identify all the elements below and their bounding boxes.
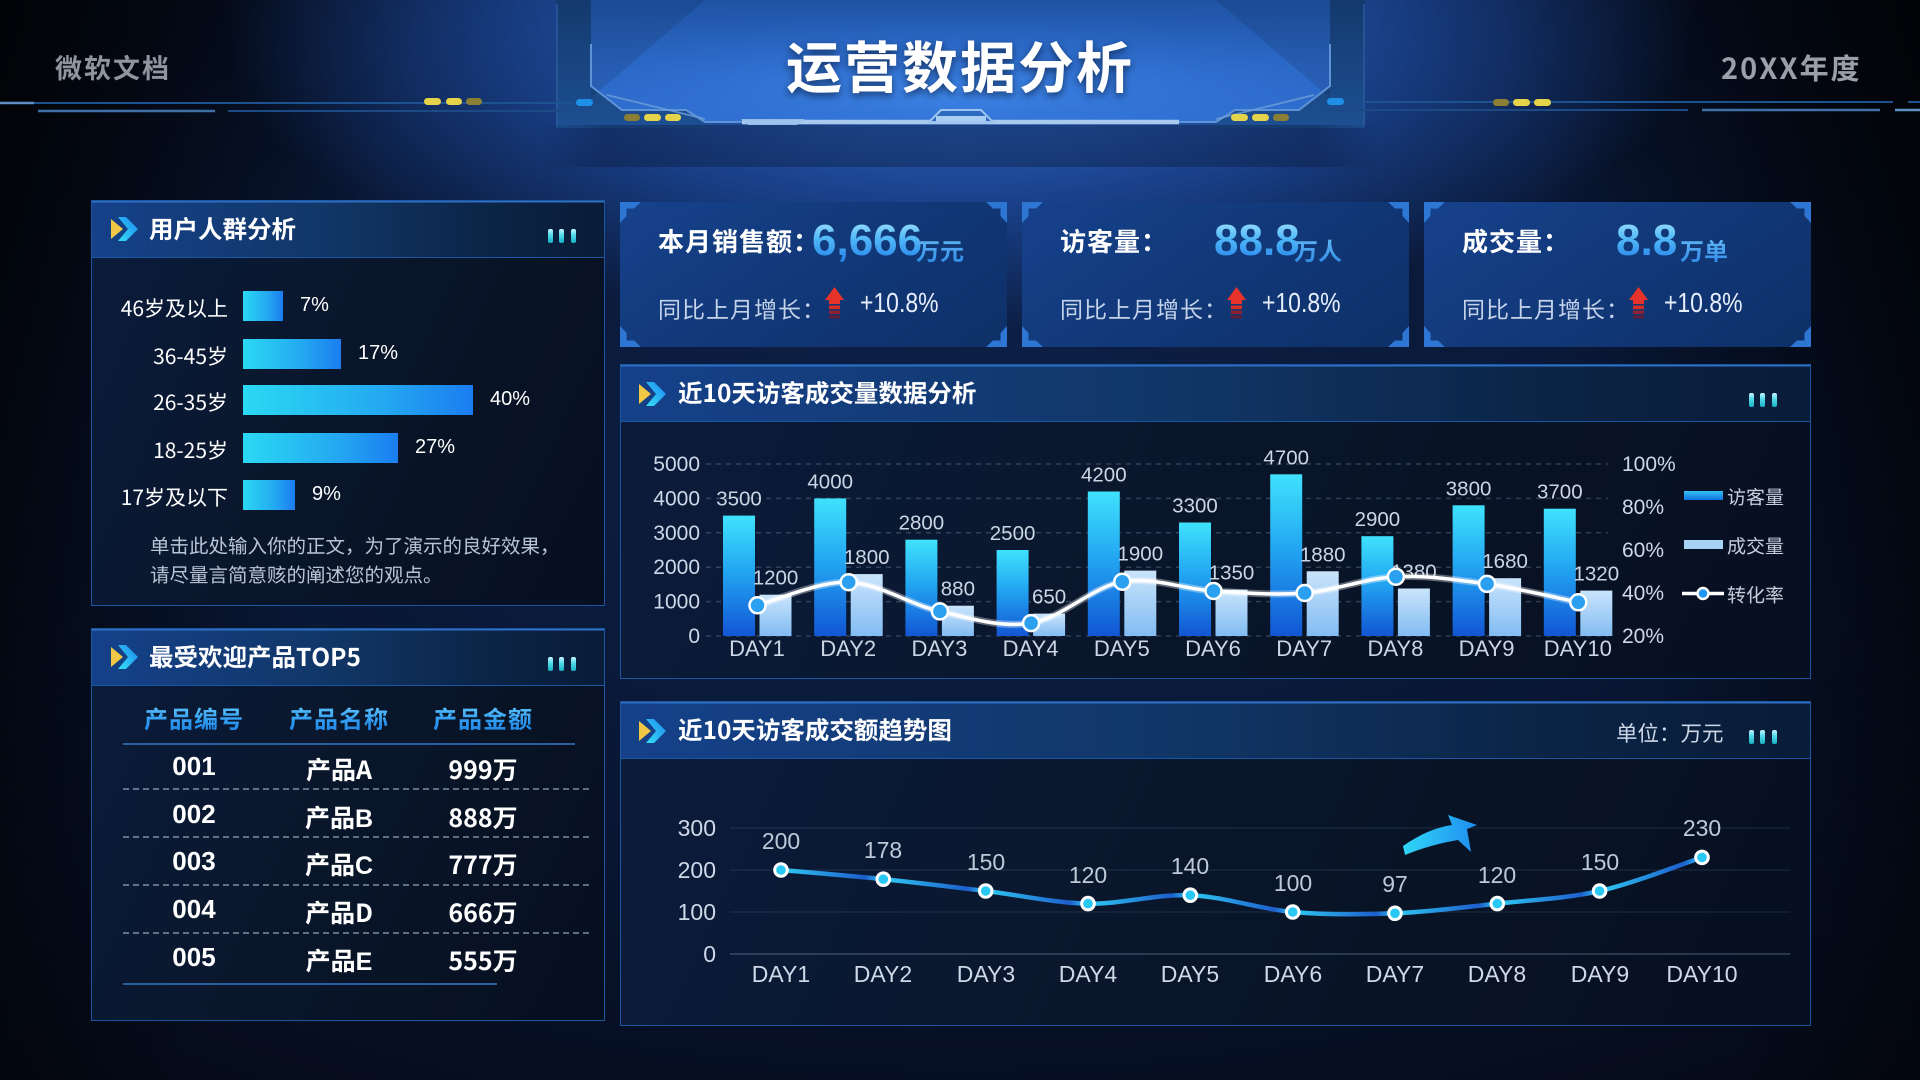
svg-text:2900: 2900 xyxy=(1355,508,1401,531)
svg-text:DAY9: DAY9 xyxy=(1459,636,1515,661)
svg-text:1320: 1320 xyxy=(1573,563,1619,586)
svg-text:178: 178 xyxy=(864,837,902,863)
svg-text:230: 230 xyxy=(1683,815,1721,841)
svg-text:DAY5: DAY5 xyxy=(1094,636,1150,661)
svg-text:1350: 1350 xyxy=(1209,562,1255,585)
svg-text:2800: 2800 xyxy=(899,512,945,535)
svg-text:97: 97 xyxy=(1382,871,1408,897)
svg-text:DAY10: DAY10 xyxy=(1544,636,1612,661)
svg-text:100: 100 xyxy=(1274,870,1312,896)
svg-text:1880: 1880 xyxy=(1300,543,1346,566)
svg-text:DAY4: DAY4 xyxy=(1003,636,1059,661)
svg-text:40%: 40% xyxy=(1622,582,1664,605)
svg-text:DAY5: DAY5 xyxy=(1161,961,1219,987)
svg-text:4000: 4000 xyxy=(653,487,700,510)
svg-text:0: 0 xyxy=(703,941,716,967)
svg-text:1800: 1800 xyxy=(844,546,890,569)
svg-text:880: 880 xyxy=(941,578,975,601)
svg-text:200: 200 xyxy=(678,857,716,883)
svg-text:DAY4: DAY4 xyxy=(1059,961,1118,987)
svg-text:DAY9: DAY9 xyxy=(1571,961,1629,987)
svg-text:140: 140 xyxy=(1171,853,1209,879)
svg-text:1900: 1900 xyxy=(1117,543,1163,566)
svg-text:DAY7: DAY7 xyxy=(1366,961,1424,987)
svg-text:2000: 2000 xyxy=(653,556,700,579)
svg-text:DAY8: DAY8 xyxy=(1468,961,1526,987)
svg-text:4200: 4200 xyxy=(1081,464,1127,487)
svg-text:1680: 1680 xyxy=(1482,550,1528,573)
svg-text:650: 650 xyxy=(1032,586,1066,609)
svg-text:20%: 20% xyxy=(1622,625,1664,648)
svg-text:300: 300 xyxy=(678,815,716,841)
svg-text:100: 100 xyxy=(678,899,716,925)
svg-text:120: 120 xyxy=(1478,862,1516,888)
svg-text:60%: 60% xyxy=(1622,539,1664,562)
svg-text:DAY3: DAY3 xyxy=(911,636,967,661)
svg-text:DAY1: DAY1 xyxy=(729,636,785,661)
svg-text:1000: 1000 xyxy=(653,591,700,614)
svg-text:4700: 4700 xyxy=(1263,446,1309,469)
svg-text:200: 200 xyxy=(762,828,800,854)
svg-text:3800: 3800 xyxy=(1446,477,1492,500)
svg-text:DAY8: DAY8 xyxy=(1367,636,1423,661)
svg-text:DAY6: DAY6 xyxy=(1264,961,1322,987)
svg-text:3700: 3700 xyxy=(1537,481,1583,504)
svg-text:DAY3: DAY3 xyxy=(957,961,1015,987)
svg-text:4000: 4000 xyxy=(807,470,853,493)
svg-text:5000: 5000 xyxy=(653,453,700,476)
svg-text:1200: 1200 xyxy=(753,567,799,590)
svg-text:0: 0 xyxy=(688,625,700,648)
svg-text:80%: 80% xyxy=(1622,496,1664,519)
svg-text:DAY7: DAY7 xyxy=(1276,636,1332,661)
svg-text:DAY1: DAY1 xyxy=(752,961,810,987)
svg-text:150: 150 xyxy=(967,849,1005,875)
svg-text:DAY2: DAY2 xyxy=(820,636,876,661)
svg-text:2500: 2500 xyxy=(990,522,1036,545)
svg-text:100%: 100% xyxy=(1622,453,1676,476)
svg-text:DAY10: DAY10 xyxy=(1666,961,1737,987)
svg-text:3000: 3000 xyxy=(653,522,700,545)
svg-text:DAY6: DAY6 xyxy=(1185,636,1241,661)
svg-text:150: 150 xyxy=(1581,849,1619,875)
svg-text:3500: 3500 xyxy=(716,488,762,511)
svg-text:3300: 3300 xyxy=(1172,495,1218,518)
svg-text:DAY2: DAY2 xyxy=(854,961,912,987)
svg-text:120: 120 xyxy=(1069,862,1107,888)
